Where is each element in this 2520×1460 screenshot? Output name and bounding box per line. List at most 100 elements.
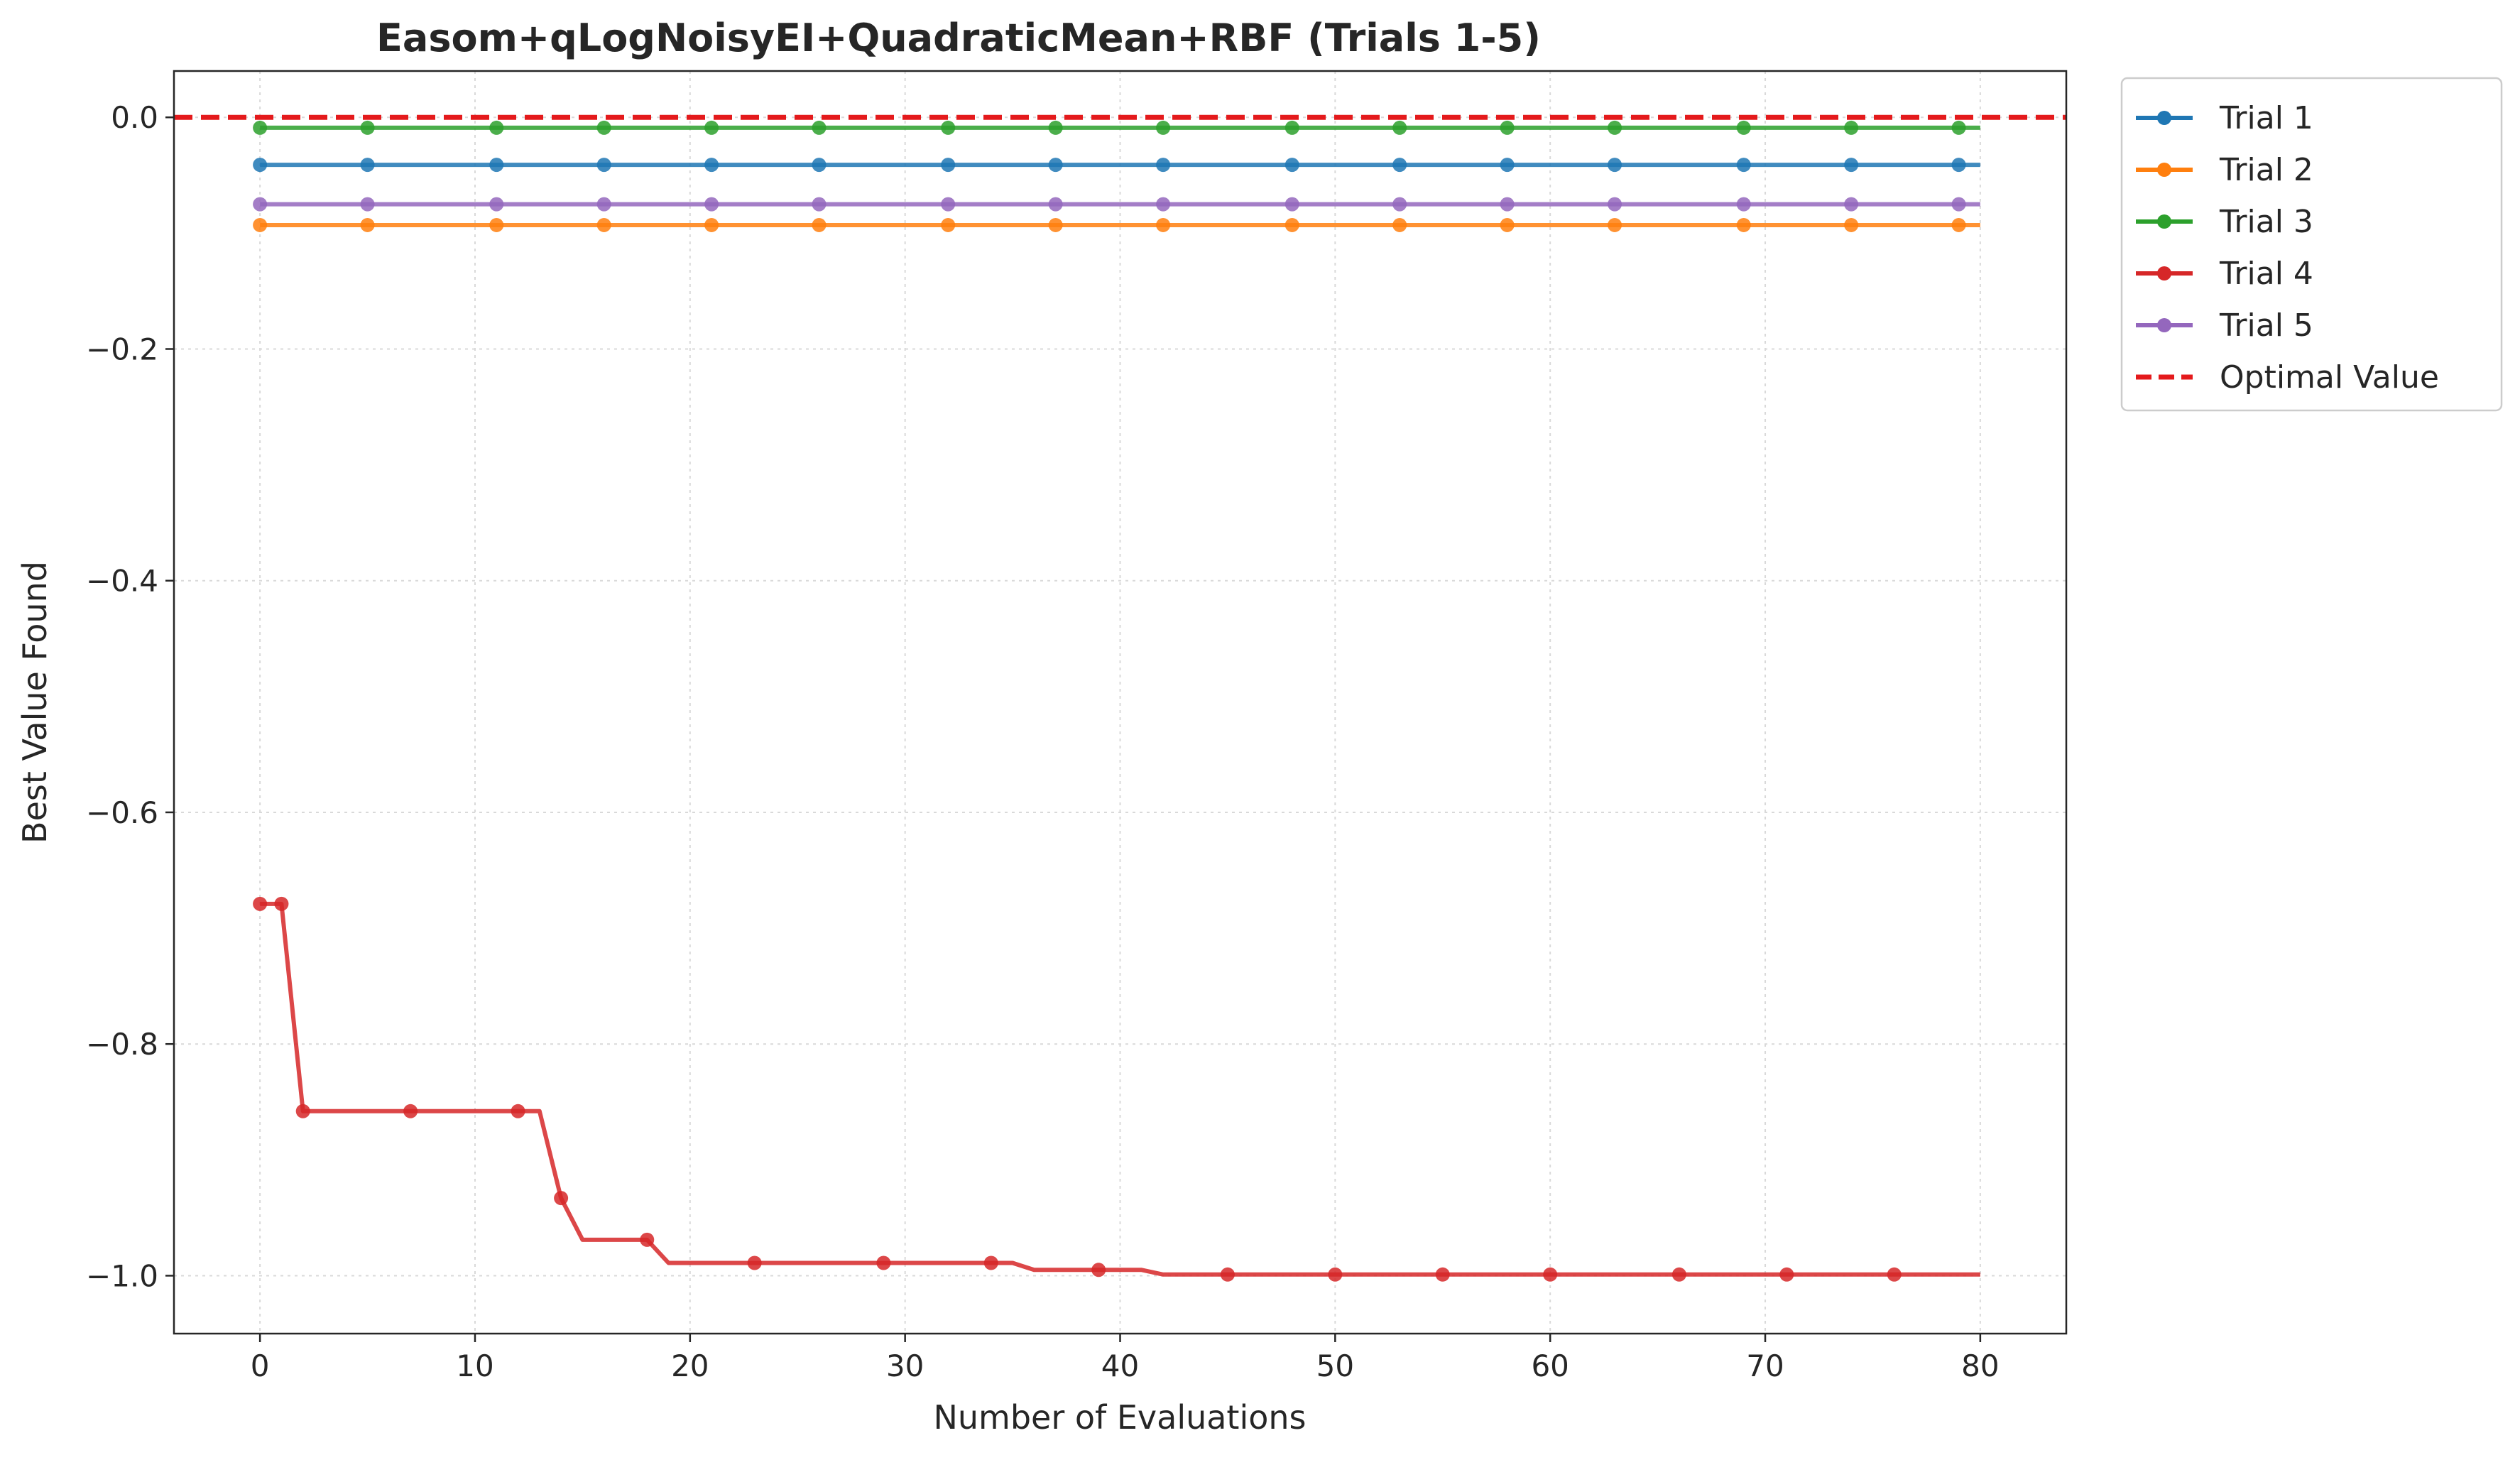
y-tick-label: −0.6 (86, 795, 158, 830)
data-point (1844, 197, 1859, 212)
series-trial-1 (253, 158, 1980, 173)
data-point (1500, 120, 1515, 135)
data-point (596, 217, 611, 232)
x-tick-label: 20 (671, 1349, 709, 1383)
data-point (1284, 158, 1299, 173)
data-point (1392, 158, 1407, 173)
data-point (1779, 1267, 1794, 1282)
data-point (640, 1232, 655, 1247)
data-point (1091, 1263, 1106, 1278)
legend-marker-swatch (2157, 318, 2171, 332)
legend-marker-swatch (2157, 163, 2171, 177)
y-tick-label: −0.4 (86, 564, 158, 599)
x-tick-label: 80 (1961, 1349, 1999, 1383)
data-point (941, 120, 956, 135)
data-point (596, 197, 611, 212)
data-point (403, 1104, 418, 1118)
data-point (1543, 1267, 1558, 1282)
data-point (295, 1104, 310, 1118)
data-point (1284, 217, 1299, 232)
x-axis: 0 10 20 30 40 50 60 70 80 (251, 1334, 2000, 1383)
data-point (1392, 120, 1407, 135)
data-point (1608, 197, 1622, 212)
data-point (1608, 158, 1622, 173)
x-tick-label: 50 (1316, 1349, 1354, 1383)
data-point (1048, 120, 1063, 135)
data-point (1156, 217, 1171, 232)
data-point (1844, 217, 1859, 232)
data-point (1500, 217, 1515, 232)
data-point (489, 217, 504, 232)
legend-label: Trial 2 (2219, 152, 2313, 188)
data-point (704, 120, 719, 135)
data-point (1608, 217, 1622, 232)
data-point (1608, 120, 1622, 135)
data-point (1500, 197, 1515, 212)
data-point (941, 217, 956, 232)
data-point (489, 197, 504, 212)
data-point (596, 158, 611, 173)
data-point (941, 158, 956, 173)
data-point (704, 197, 719, 212)
data-point (1048, 158, 1063, 173)
x-axis-label: Number of Evaluations (933, 1398, 1306, 1437)
y-tick-label: −1.0 (86, 1258, 158, 1293)
data-point (1392, 197, 1407, 212)
data-point (1048, 197, 1063, 212)
data-point (1328, 1267, 1343, 1282)
legend-marker-swatch (2157, 214, 2171, 229)
data-point (1156, 120, 1171, 135)
y-tick-label: −0.2 (86, 332, 158, 366)
legend-marker-swatch (2157, 266, 2171, 280)
data-point (253, 896, 268, 911)
series-trial-3 (253, 120, 1980, 135)
data-point (489, 120, 504, 135)
data-point (360, 197, 375, 212)
data-point (812, 158, 827, 173)
data-point (1951, 197, 1966, 212)
data-point (1844, 120, 1859, 135)
data-point (360, 158, 375, 173)
data-point (253, 197, 268, 212)
data-point (1284, 197, 1299, 212)
data-point (1156, 158, 1171, 173)
data-point (983, 1255, 998, 1270)
x-tick-label: 70 (1746, 1349, 1784, 1383)
legend-label: Trial 1 (2219, 100, 2313, 136)
series-trial-2 (253, 217, 1980, 232)
data-point (941, 197, 956, 212)
data-point (489, 158, 504, 173)
series-trial-5 (253, 197, 1980, 212)
data-point (704, 158, 719, 173)
chart-title: Easom+qLogNoisyEI+QuadraticMean+RBF (Tri… (376, 16, 1541, 60)
data-point (253, 217, 268, 232)
data-point (1048, 217, 1063, 232)
data-point (1736, 217, 1751, 232)
x-tick-label: 40 (1101, 1349, 1139, 1383)
legend-marker-swatch (2157, 111, 2171, 125)
x-tick-label: 10 (456, 1349, 493, 1383)
legend-label: Optimal Value (2220, 359, 2439, 396)
data-point (1736, 120, 1751, 135)
data-point (812, 120, 827, 135)
data-point (812, 197, 827, 212)
y-axis: 0.0 −0.2 −0.4 −0.6 −0.8 −1.0 (86, 100, 174, 1293)
legend: Trial 1 Trial 2 Trial 3 Trial 4 Trial 5 Optim… (2120, 77, 2503, 412)
data-point (1887, 1267, 1902, 1282)
legend-box (2120, 77, 2503, 412)
data-point (1951, 158, 1966, 173)
data-point (554, 1191, 569, 1206)
data-point (596, 120, 611, 135)
data-point (360, 217, 375, 232)
data-point (1736, 158, 1751, 173)
data-point (253, 158, 268, 173)
data-point (812, 217, 827, 232)
data-point (1284, 120, 1299, 135)
legend-label: Trial 3 (2219, 204, 2313, 240)
series-layer (253, 120, 1980, 1282)
y-tick-label: 0.0 (111, 100, 158, 135)
data-point (1951, 120, 1966, 135)
legend-label: Trial 5 (2219, 307, 2313, 344)
